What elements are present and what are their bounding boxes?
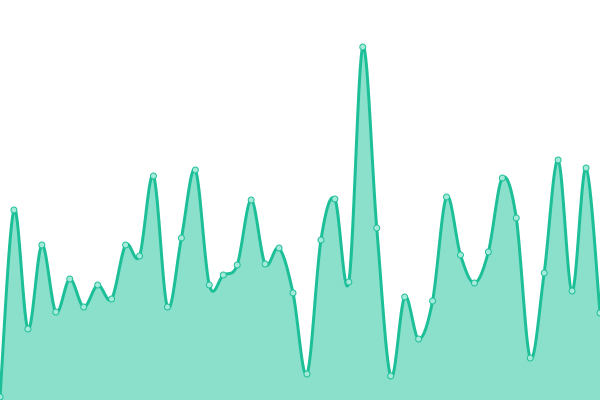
data-points: [0, 43, 600, 400]
data-point-19: [261, 260, 269, 268]
data-point-14: [191, 166, 199, 174]
data-point-5: [66, 275, 74, 283]
data-point-33: [456, 251, 464, 259]
data-point-41: [568, 287, 576, 295]
area-fill: [0, 46, 600, 400]
data-point-35: [484, 248, 492, 256]
data-point-16: [219, 271, 227, 279]
data-point-21: [289, 289, 297, 297]
data-point-31: [429, 297, 437, 305]
data-point-37: [512, 214, 520, 222]
data-point-40: [554, 156, 562, 164]
data-point-17: [233, 261, 241, 269]
data-point-13: [177, 234, 185, 242]
data-point-3: [38, 241, 46, 249]
data-point-23: [317, 236, 325, 244]
data-point-6: [80, 303, 88, 311]
data-point-26: [359, 43, 367, 51]
data-point-15: [205, 281, 213, 289]
data-point-20: [275, 244, 283, 252]
data-point-1: [10, 206, 18, 214]
data-point-22: [303, 370, 311, 378]
data-point-28: [387, 372, 395, 380]
data-point-24: [331, 195, 339, 203]
data-point-8: [108, 295, 116, 303]
data-point-42: [582, 164, 590, 172]
data-point-38: [526, 354, 534, 362]
data-point-10: [136, 252, 144, 260]
data-point-2: [24, 325, 32, 333]
data-point-29: [401, 293, 409, 301]
data-point-9: [122, 241, 130, 249]
data-point-34: [470, 279, 478, 287]
data-point-39: [540, 269, 548, 277]
data-point-43: [596, 309, 600, 317]
data-point-0: [0, 393, 4, 400]
data-point-36: [498, 174, 506, 182]
data-point-7: [94, 281, 102, 289]
data-point-30: [415, 335, 423, 343]
data-point-25: [345, 278, 353, 286]
data-point-12: [163, 303, 171, 311]
data-point-18: [247, 196, 255, 204]
data-point-11: [149, 172, 157, 180]
data-point-4: [52, 308, 60, 316]
data-point-27: [373, 224, 381, 232]
data-point-32: [443, 193, 451, 201]
